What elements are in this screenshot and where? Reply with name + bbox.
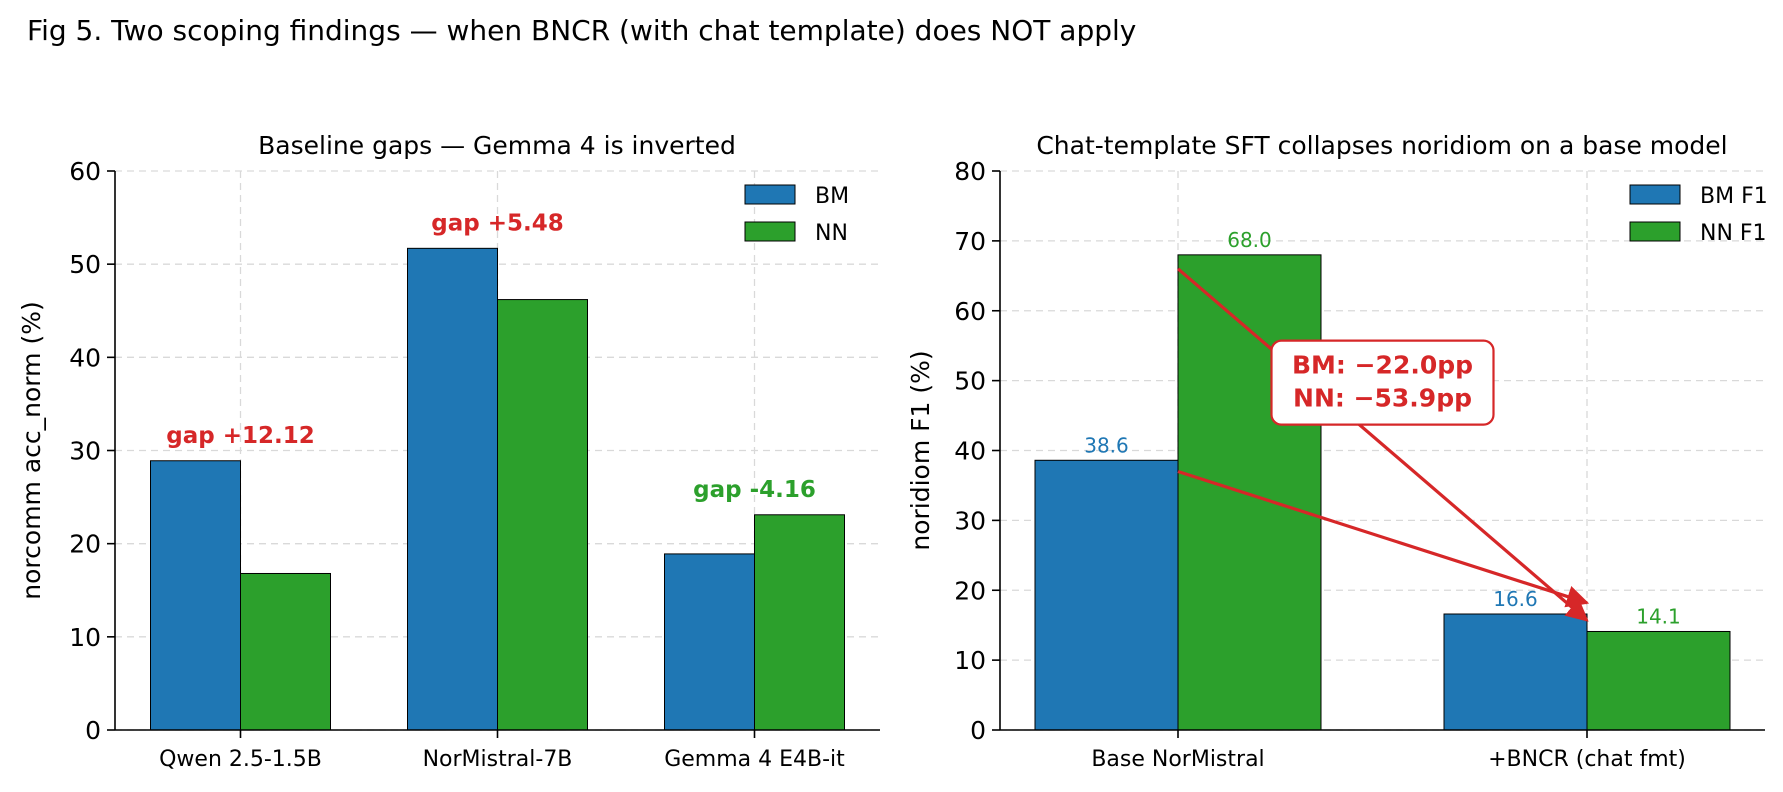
y-tick-label: 10: [954, 646, 986, 675]
series-bm: [150, 247, 755, 731]
y-axis-label: norcomm acc_norm (%): [17, 301, 46, 599]
x-tick-label: Base NorMistral: [1091, 747, 1264, 772]
callout-box: [1270, 339, 1495, 426]
series-bm-f1: 38.6 16.6: [1034, 433, 1588, 731]
series-nn: [240, 299, 845, 731]
y-tick-label: 40: [954, 437, 986, 466]
legend-swatch: [744, 221, 796, 242]
bar: [497, 299, 588, 731]
legend-swatch: [1629, 221, 1681, 242]
panel-chat-template-sft: 38.6 16.6 68.0 14.1 0 10 20 30 40 50 60 70 80 Base No…: [906, 131, 1768, 772]
data-label: 14.1: [1636, 604, 1681, 628]
gap-annotation: gap +12.12: [166, 423, 314, 449]
y-tick-label: 70: [954, 227, 986, 256]
legend-swatch: [744, 184, 796, 205]
y-axis-label: noridiom F1 (%): [906, 350, 935, 550]
legend: BM NN: [744, 184, 849, 246]
y-tick-label: 20: [69, 530, 101, 559]
data-label: 38.6: [1084, 433, 1129, 457]
data-label: 16.6: [1493, 587, 1538, 611]
figure-title: Fig 5. Two scoping findings — when BNCR …: [27, 14, 1137, 47]
legend-label: NN F1: [1700, 221, 1767, 246]
x-tick-label: Qwen 2.5-1.5B: [159, 747, 322, 772]
x-tick-label: NorMistral-7B: [423, 747, 573, 772]
y-tick-label: 10: [69, 623, 101, 652]
bar: [1177, 254, 1322, 731]
legend-label: BM F1: [1700, 184, 1768, 209]
y-tick-label: 0: [970, 716, 986, 745]
change-arrow-bm-f1: [1177, 469, 1590, 608]
gap-annotation: gap +5.48: [431, 211, 563, 237]
y-tick-label: 80: [954, 157, 986, 186]
panel-baseline-gaps: 0 10 20 30 40 50 60 Qwen 2.5-1.5B NorMistral-7B G…: [17, 131, 880, 772]
y-tick-label: 50: [69, 250, 101, 279]
y-tick-label: 30: [954, 506, 986, 535]
y-tick-label: 60: [69, 157, 101, 186]
legend-label: BM: [815, 184, 849, 209]
legend-label: NN: [815, 221, 848, 246]
bar: [1443, 613, 1588, 731]
bar: [240, 572, 331, 731]
callout-line: BM: −22.0pp: [1292, 351, 1473, 380]
change-arrow-nn-f1: [1176, 267, 1589, 622]
bar: [664, 553, 755, 731]
gap-annotation: gap -4.16: [693, 477, 816, 503]
y-tick-label: 0: [85, 716, 101, 745]
bar: [150, 460, 241, 731]
callout-line: NN: −53.9pp: [1293, 384, 1472, 413]
legend: BM F1 NN F1: [1629, 184, 1768, 246]
bar: [407, 247, 498, 731]
bar: [1586, 630, 1731, 731]
x-tick-label: Gemma 4 E4B-it: [664, 747, 845, 772]
panel-title: Baseline gaps — Gemma 4 is inverted: [258, 131, 736, 160]
x-tick-label: +BNCR (chat fmt): [1488, 747, 1686, 772]
data-label: 68.0: [1227, 228, 1272, 252]
bar: [754, 514, 845, 731]
series-nn-f1: 68.0 14.1: [1177, 228, 1731, 731]
y-tick-label: 60: [954, 297, 986, 326]
legend-swatch: [1629, 184, 1681, 205]
y-tick-label: 50: [954, 367, 986, 396]
delta-callout: BM: −22.0pp NN: −53.9pp: [1270, 339, 1495, 426]
y-tick-label: 30: [69, 437, 101, 466]
y-tick-label: 20: [954, 576, 986, 605]
panel-title: Chat-template SFT collapses noridiom on …: [1036, 131, 1727, 160]
y-tick-label: 40: [69, 343, 101, 372]
bar: [1034, 459, 1179, 731]
